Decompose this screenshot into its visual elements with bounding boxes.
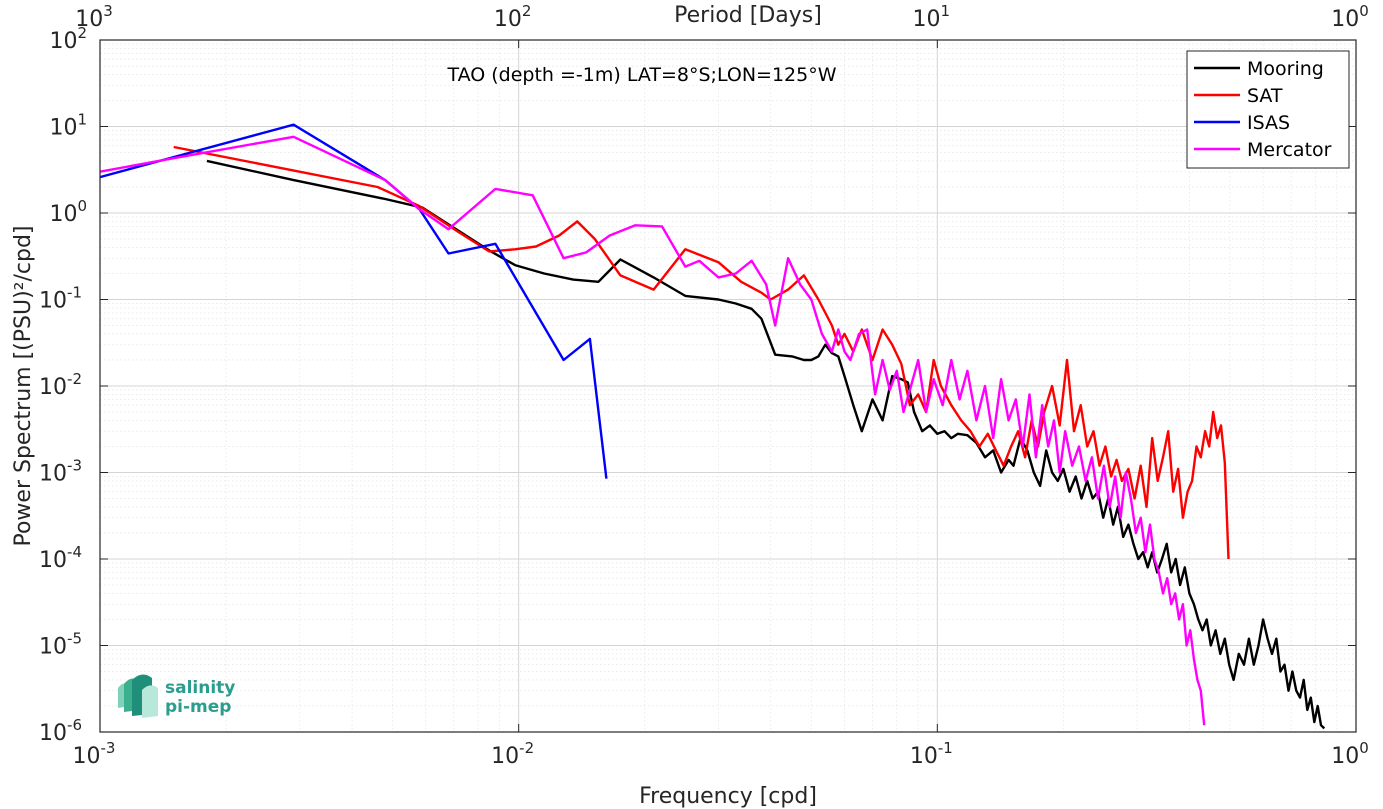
y-tick-label: 10-2 xyxy=(39,370,82,400)
top-axis-label: Period [Days] xyxy=(674,3,822,28)
x-tick-label: 10-1 xyxy=(910,739,953,769)
legend-label-isas: ISAS xyxy=(1247,112,1290,134)
series-line-mooring xyxy=(206,159,1326,730)
y-tick-label: 10-6 xyxy=(39,716,82,746)
logo-text-line2: pi-mep xyxy=(165,697,231,717)
y-tick-label: 102 xyxy=(49,24,87,54)
x-tick-label: 10-2 xyxy=(491,739,534,769)
top-tick-label: 103 xyxy=(75,2,113,32)
y-tick-label: 100 xyxy=(49,197,87,227)
top-tick-label: 102 xyxy=(494,2,532,32)
legend-label-mooring: Mooring xyxy=(1247,58,1324,80)
logo-wave-4 xyxy=(142,685,158,718)
x-axis-label: Frequency [cpd] xyxy=(639,784,817,809)
y-tick-label: 10-5 xyxy=(39,630,82,660)
y-tick-label: 10-3 xyxy=(39,457,82,487)
grid xyxy=(100,40,1356,732)
logo-text-line1: salinity xyxy=(165,678,235,698)
legend-label-sat: SAT xyxy=(1247,85,1283,107)
y-axis-label: Power Spectrum [(PSU)²/cpd] xyxy=(11,225,36,546)
y-tick-label: 10-1 xyxy=(39,284,82,314)
salinity-pi-mep-logo: salinity pi-mep xyxy=(118,674,235,718)
y-tick-label: 10-4 xyxy=(39,543,82,573)
chart-annotation: TAO (depth =-1m) LAT=8°S;LON=125°W xyxy=(446,64,836,86)
legend-label-mercator: Mercator xyxy=(1247,139,1332,161)
x-tick-label: 10-3 xyxy=(73,739,116,769)
series-line-isas xyxy=(99,123,608,479)
x-tick-label: 100 xyxy=(1331,739,1369,769)
top-tick-label: 101 xyxy=(913,2,951,32)
y-tick-label: 101 xyxy=(49,111,87,141)
series-line-sat xyxy=(173,145,1230,560)
series-line-mercator xyxy=(99,135,1206,726)
top-tick-label: 100 xyxy=(1331,2,1369,32)
legend: Mooring SAT ISAS Mercator xyxy=(1186,50,1350,169)
series-layer xyxy=(99,123,1326,730)
